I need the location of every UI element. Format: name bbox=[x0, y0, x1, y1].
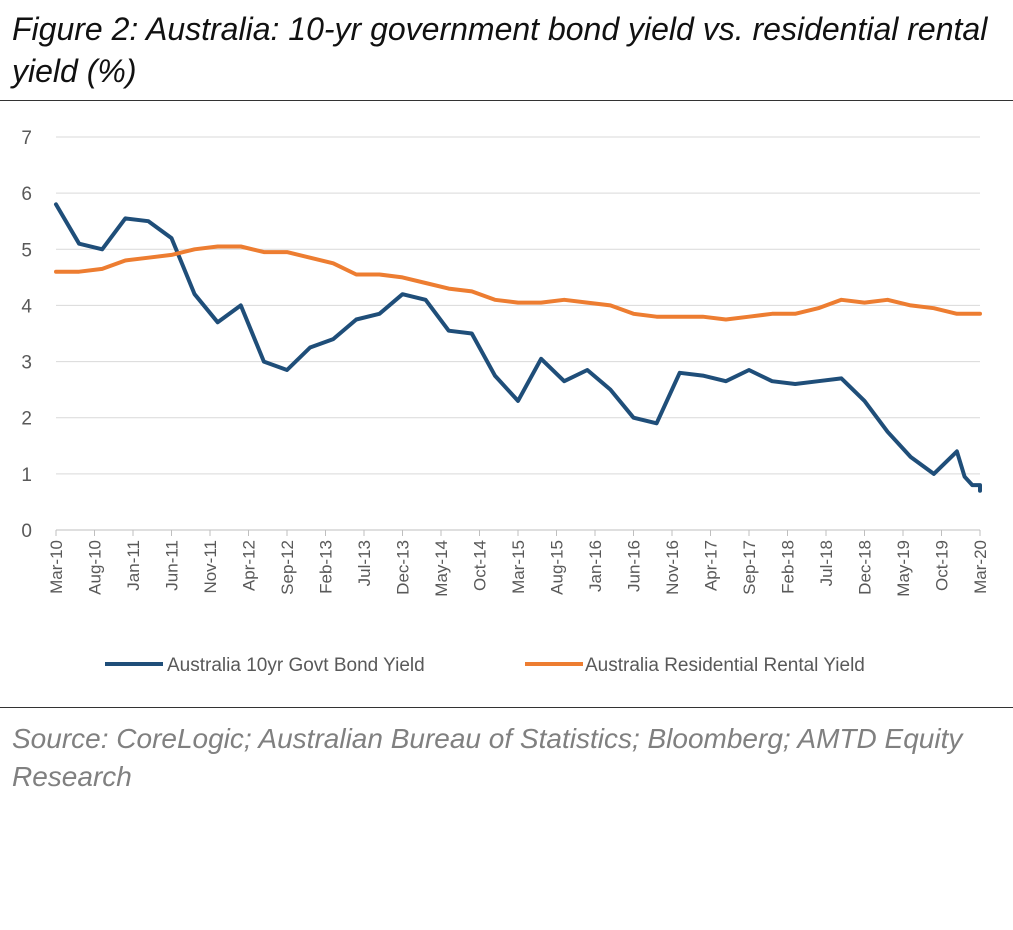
x-axis-ticks: Mar-10 Aug-10 Jan-11 Jun-11 Nov-11 Apr-12 Sep-… bbox=[47, 530, 990, 597]
title-divider bbox=[0, 100, 1013, 101]
y-tick-label: 0 bbox=[21, 521, 32, 542]
x-tick-label: Jan-16 bbox=[586, 540, 605, 592]
x-tick-label: Aug-15 bbox=[548, 540, 567, 595]
x-tick-label: Dec-18 bbox=[856, 540, 875, 595]
x-tick-label: Jan-11 bbox=[124, 540, 143, 591]
x-tick-label: May-14 bbox=[432, 540, 451, 597]
y-tick-label: 7 bbox=[21, 128, 32, 149]
line-chart: 0 1 2 3 4 5 6 7 Mar-10 Aug-10 Jan-11 Jun-11 Nov-11 A… bbox=[21, 128, 990, 676]
legend-label-rental: Australia Residential Rental Yield bbox=[585, 655, 865, 676]
x-tick-label: Sep-17 bbox=[740, 540, 759, 595]
x-tick-label: Jun-16 bbox=[625, 540, 644, 592]
x-tick-label: Mar-20 bbox=[971, 540, 990, 594]
y-tick-label: 5 bbox=[21, 240, 32, 261]
x-tick-label: Sep-12 bbox=[278, 540, 297, 595]
figure-source: Source: CoreLogic; Australian Bureau of … bbox=[12, 723, 963, 792]
y-tick-label: 4 bbox=[21, 296, 32, 317]
x-tick-label: Oct-14 bbox=[471, 540, 490, 591]
x-tick-label: Feb-18 bbox=[779, 540, 798, 594]
x-tick-label: Mar-15 bbox=[509, 540, 528, 594]
x-tick-label: Jun-11 bbox=[163, 540, 182, 591]
y-axis-ticks: 0 1 2 3 4 5 6 7 bbox=[21, 128, 32, 542]
y-tick-label: 2 bbox=[21, 409, 32, 430]
figure-title: Figure 2: Australia: 10-yr government bo… bbox=[12, 11, 988, 89]
bond-yield-line bbox=[54, 202, 982, 493]
legend-label-bond: Australia 10yr Govt Bond Yield bbox=[167, 655, 425, 676]
source-divider bbox=[0, 707, 1013, 708]
chart-legend: Australia 10yr Govt Bond Yield Australia … bbox=[105, 655, 865, 676]
x-tick-label: Aug-10 bbox=[86, 540, 105, 595]
x-tick-label: Apr-12 bbox=[240, 540, 259, 591]
x-tick-label: Nov-11 bbox=[201, 540, 220, 594]
x-tick-label: Apr-17 bbox=[702, 540, 721, 591]
x-tick-label: Oct-19 bbox=[933, 540, 952, 591]
y-tick-label: 6 bbox=[21, 184, 32, 205]
x-tick-label: Dec-13 bbox=[394, 540, 413, 595]
x-tick-label: Nov-16 bbox=[663, 540, 682, 595]
y-tick-label: 1 bbox=[21, 465, 32, 486]
x-tick-label: Mar-10 bbox=[47, 540, 66, 594]
x-tick-label: Jul-13 bbox=[355, 540, 374, 586]
x-tick-label: Feb-13 bbox=[317, 540, 336, 594]
x-tick-label: Jul-18 bbox=[817, 540, 836, 586]
gridlines bbox=[56, 136, 980, 531]
series-lines bbox=[54, 202, 982, 493]
rental-yield-line bbox=[54, 244, 982, 322]
x-tick-label: May-19 bbox=[894, 540, 913, 597]
y-tick-label: 3 bbox=[21, 353, 32, 374]
